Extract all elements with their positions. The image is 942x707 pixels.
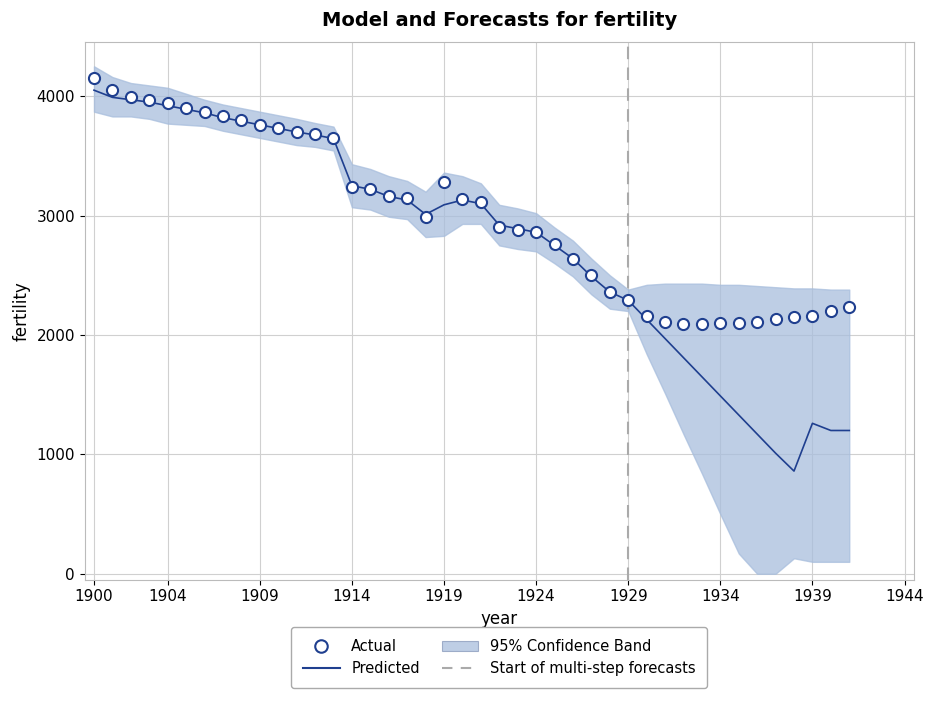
Legend: Actual, Predicted, 95% Confidence Band, Start of multi-step forecasts: Actual, Predicted, 95% Confidence Band, …	[291, 627, 707, 688]
Title: Model and Forecasts for fertility: Model and Forecasts for fertility	[321, 11, 677, 30]
X-axis label: year: year	[480, 610, 518, 628]
Y-axis label: fertility: fertility	[13, 281, 31, 341]
